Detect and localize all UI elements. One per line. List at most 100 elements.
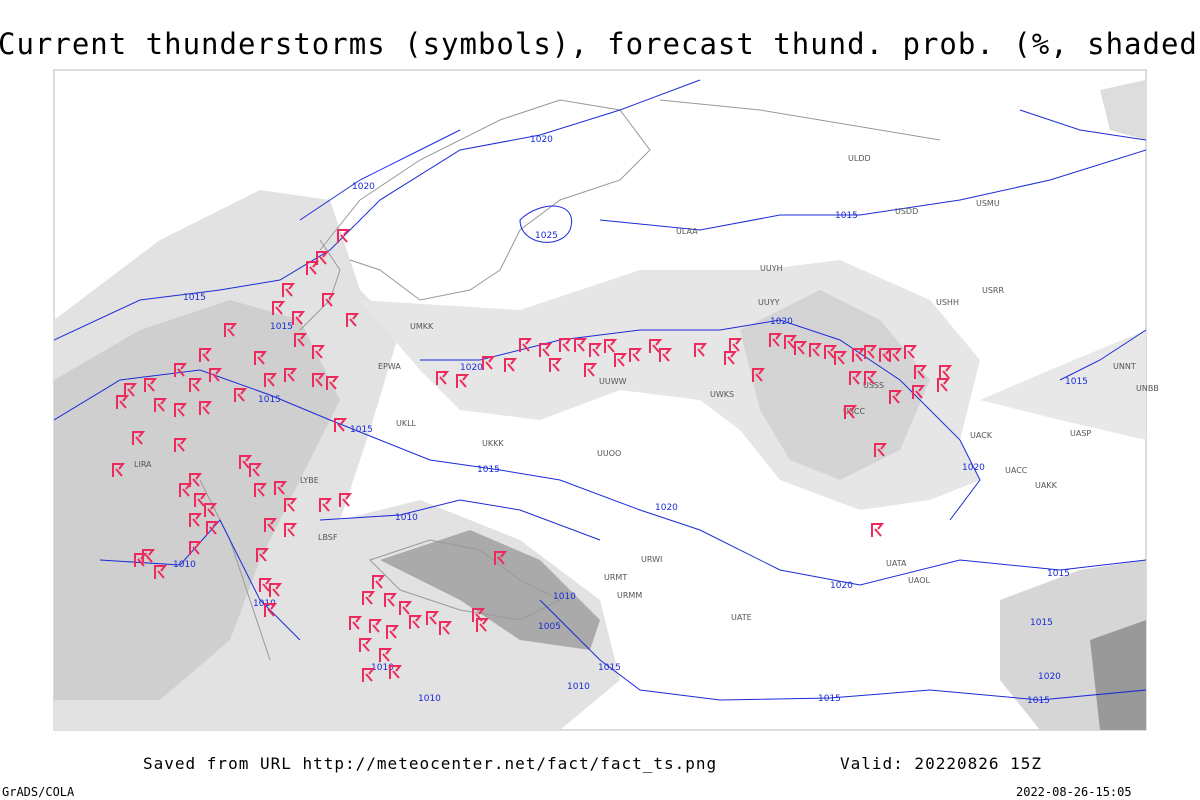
storm-symbol bbox=[154, 565, 168, 579]
station-code: UUYH bbox=[760, 264, 783, 273]
storm-symbol bbox=[179, 483, 193, 497]
storm-symbol bbox=[914, 365, 928, 379]
station-code: UWKS bbox=[710, 390, 734, 399]
storm-symbol bbox=[834, 351, 848, 365]
shade bbox=[740, 290, 930, 480]
storm-symbol bbox=[199, 401, 213, 415]
station-code: UNBB bbox=[1136, 384, 1159, 393]
storm-symbol bbox=[349, 616, 363, 630]
station-code: URWI bbox=[641, 555, 662, 564]
station-code: ULDD bbox=[848, 154, 871, 163]
isobar-label: 1005 bbox=[538, 622, 561, 632]
storm-symbol bbox=[312, 373, 326, 387]
isobar-label: 1020 bbox=[1038, 672, 1061, 682]
storm-symbol bbox=[144, 378, 158, 392]
isobar bbox=[420, 319, 981, 521]
storm-symbol bbox=[937, 378, 951, 392]
station-code: UACC bbox=[1005, 466, 1028, 475]
storm-symbol bbox=[494, 551, 508, 565]
coast bbox=[659, 99, 941, 141]
isobar-label: 1015 bbox=[477, 465, 500, 475]
station-code: LIRA bbox=[134, 460, 152, 469]
storm-symbol bbox=[752, 368, 766, 382]
station-code: USMU bbox=[976, 199, 1000, 208]
isobar bbox=[1059, 329, 1146, 381]
coast bbox=[299, 239, 341, 331]
storm-symbol bbox=[889, 390, 903, 404]
coastlines bbox=[199, 99, 941, 661]
storm-symbol bbox=[476, 618, 490, 632]
isobar-label: 1020 bbox=[962, 463, 985, 473]
storm-symbol bbox=[337, 229, 351, 243]
isobar-label: 1020 bbox=[830, 581, 853, 591]
shade bbox=[1100, 80, 1146, 140]
isobar-label: 1020 bbox=[770, 317, 793, 327]
isobar-label: 1010 bbox=[371, 663, 394, 673]
station-code: UKKK bbox=[482, 439, 504, 448]
storm-symbol bbox=[384, 593, 398, 607]
storm-symbol bbox=[254, 351, 268, 365]
storm-symbol bbox=[204, 503, 218, 517]
station-code: USCC bbox=[843, 407, 866, 416]
station-code: LBSF bbox=[318, 533, 338, 542]
storm-symbol bbox=[206, 521, 220, 535]
storm-symbol bbox=[319, 498, 333, 512]
storm-symbol bbox=[316, 251, 330, 265]
coast bbox=[199, 479, 271, 661]
isobar bbox=[539, 599, 1146, 701]
storm-symbol bbox=[264, 603, 278, 617]
storm-symbol bbox=[409, 615, 423, 629]
isobar-label: 1020 bbox=[460, 363, 483, 373]
storm-symbol bbox=[614, 353, 628, 367]
storm-symbol bbox=[134, 553, 148, 567]
storm-symbol bbox=[379, 648, 393, 662]
storm-symbol bbox=[264, 518, 278, 532]
storm-symbol bbox=[849, 371, 863, 385]
isobar-label: 1010 bbox=[418, 694, 441, 704]
storm-symbol bbox=[322, 293, 336, 307]
storm-symbol bbox=[369, 619, 383, 633]
storm-symbol bbox=[116, 395, 130, 409]
storm-symbol bbox=[124, 383, 138, 397]
storm-symbol bbox=[864, 371, 878, 385]
storm-symbol bbox=[189, 513, 203, 527]
storm-symbol bbox=[362, 591, 376, 605]
storm-symbol bbox=[399, 601, 413, 615]
isobars bbox=[54, 79, 1146, 701]
storm-symbol bbox=[239, 455, 253, 469]
storm-symbol bbox=[294, 333, 308, 347]
storm-symbol bbox=[274, 481, 288, 495]
isobar-label: 1015 bbox=[1027, 696, 1050, 706]
station-code: UACK bbox=[970, 431, 993, 440]
isobar-label: 1015 bbox=[270, 322, 293, 332]
station-code: UAOL bbox=[908, 576, 930, 585]
storm-symbol bbox=[889, 348, 903, 362]
station-code: URMT bbox=[604, 573, 627, 582]
storm-symbol bbox=[871, 523, 885, 537]
storm-symbol bbox=[174, 403, 188, 417]
isobar-label: 1020 bbox=[352, 182, 375, 192]
timestamp: 2022-08-26-15:05 bbox=[1016, 785, 1132, 799]
storm-symbol bbox=[189, 473, 203, 487]
storm-symbol bbox=[389, 665, 403, 679]
storm-symbol bbox=[256, 548, 270, 562]
storm-symbol bbox=[864, 345, 878, 359]
storm-symbol bbox=[269, 583, 283, 597]
isobar bbox=[99, 519, 301, 641]
storm-symbol bbox=[879, 348, 893, 362]
storm-symbol bbox=[209, 368, 223, 382]
station-code: UASP bbox=[1070, 429, 1091, 438]
isobar bbox=[54, 79, 701, 341]
station-code: UAKK bbox=[1035, 481, 1058, 490]
isobar-label: 1015 bbox=[258, 395, 281, 405]
isobar-label: 1015 bbox=[835, 211, 858, 221]
storm-symbol bbox=[272, 301, 286, 315]
storm-symbol bbox=[362, 668, 376, 682]
storm-symbol bbox=[939, 365, 953, 379]
storm-symbol bbox=[174, 438, 188, 452]
labels: 1020 1020 1015 1015 1020 1015 1015 1015 1010 1020… bbox=[134, 135, 1159, 706]
storm-symbol bbox=[794, 341, 808, 355]
storm-symbol bbox=[189, 378, 203, 392]
isobar-label: 1015 bbox=[598, 663, 621, 673]
storm-symbol bbox=[584, 363, 598, 377]
